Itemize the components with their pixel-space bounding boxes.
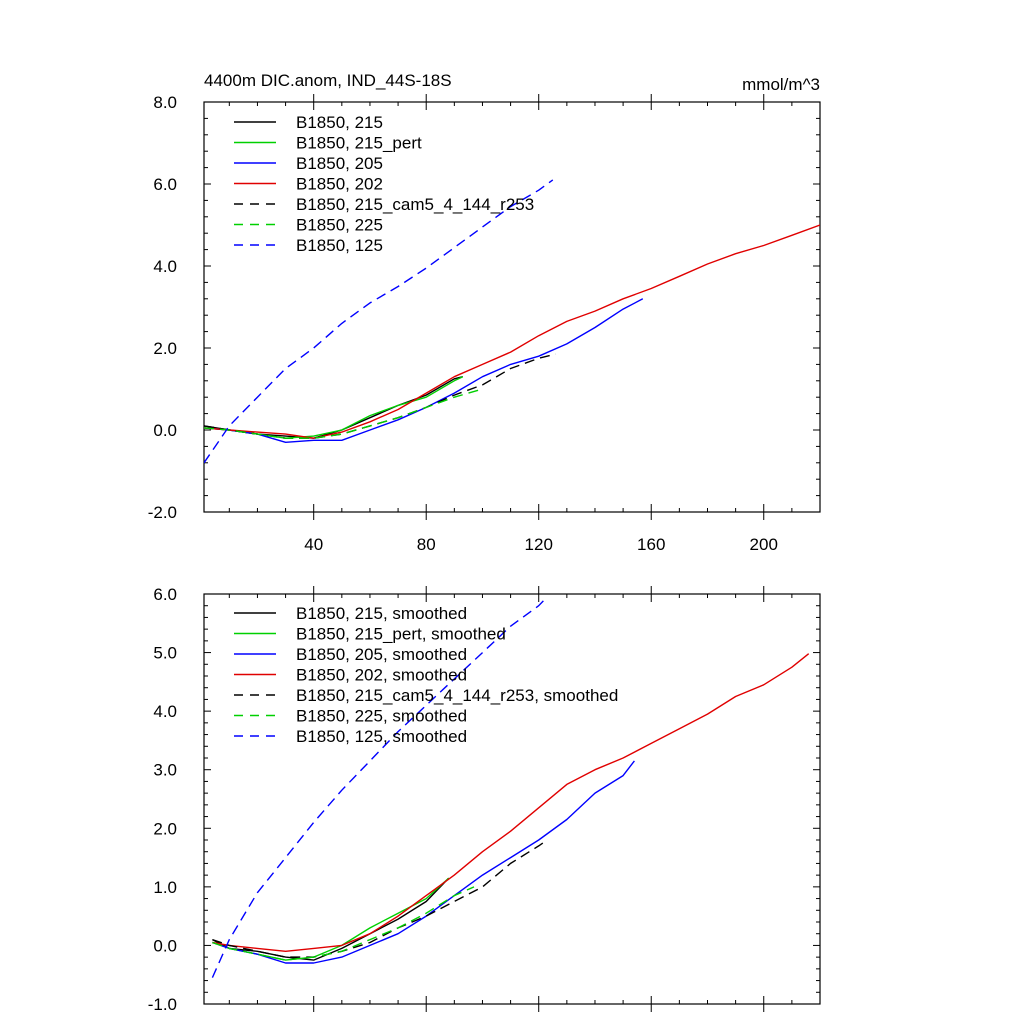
units-label: mmol/m^3 — [742, 75, 820, 94]
y-tick-label: 4.0 — [153, 257, 177, 276]
x-tick-label: 160 — [637, 535, 665, 554]
y-tick-label: 3.0 — [153, 761, 177, 780]
y-tick-label: -2.0 — [148, 503, 177, 522]
y-tick-label: 2.0 — [153, 339, 177, 358]
x-tick-label: 120 — [525, 535, 553, 554]
x-tick-label: 40 — [304, 535, 323, 554]
series-line — [204, 224, 820, 439]
y-tick-label: -1.0 — [148, 995, 177, 1014]
series-line — [212, 886, 475, 961]
y-tick-label: 5.0 — [153, 644, 177, 663]
plot-frame — [203, 101, 821, 513]
series-line — [212, 653, 810, 952]
y-tick-label: 8.0 — [153, 93, 177, 112]
legend-label: B1850, 215, smoothed — [296, 604, 467, 623]
y-tick-label: 0.0 — [153, 936, 177, 955]
y-tick-label: 0.0 — [153, 421, 177, 440]
series-line — [204, 353, 556, 439]
series-line — [204, 179, 554, 464]
legend-label: B1850, 205 — [296, 154, 383, 173]
top-panel: -2.0 0.0 2.0 4.0 6.0 8.0 40 80 120 160 200 4400m DI… — [148, 71, 821, 554]
legend-label: B1850, 215_pert, smoothed — [296, 625, 506, 644]
legend-label: B1850, 202, smoothed — [296, 666, 467, 685]
legend-label: B1850, 215_cam5_4_144_r253 — [296, 195, 534, 214]
legend-label: B1850, 225 — [296, 216, 383, 235]
y-tick-label: 2.0 — [153, 819, 177, 838]
series-line — [204, 298, 644, 443]
x-tick-label: 200 — [750, 535, 778, 554]
legend-label: B1850, 202 — [296, 175, 383, 194]
legend-label: B1850, 215 — [296, 113, 383, 132]
chart-title: 4400m DIC.anom, IND_44S-18S — [204, 71, 452, 90]
y-tick-label: 6.0 — [153, 175, 177, 194]
legend-label: B1850, 225, smoothed — [296, 707, 467, 726]
series-line — [212, 760, 635, 964]
series-line — [211, 596, 548, 978]
legend-label: B1850, 215_cam5_4_144_r253, smoothed — [296, 686, 618, 705]
legend-label: B1850, 125, smoothed — [296, 727, 467, 746]
bottom-panel: -1.0 0.0 1.0 2.0 3.0 4.0 5.0 6.0 B1850, 215, smo… — [148, 585, 821, 1014]
series-line — [212, 839, 548, 958]
legend-label: B1850, 125 — [296, 236, 383, 255]
legend-label: B1850, 205, smoothed — [296, 645, 467, 664]
plot-frame — [203, 593, 821, 1005]
y-tick-label: 1.0 — [153, 878, 177, 897]
y-tick-label: 6.0 — [153, 585, 177, 604]
x-tick-label: 80 — [417, 535, 436, 554]
series-line — [204, 376, 463, 439]
y-tick-label: 4.0 — [153, 702, 177, 721]
series-line — [204, 376, 464, 439]
legend-label: B1850, 215_pert — [296, 134, 422, 153]
